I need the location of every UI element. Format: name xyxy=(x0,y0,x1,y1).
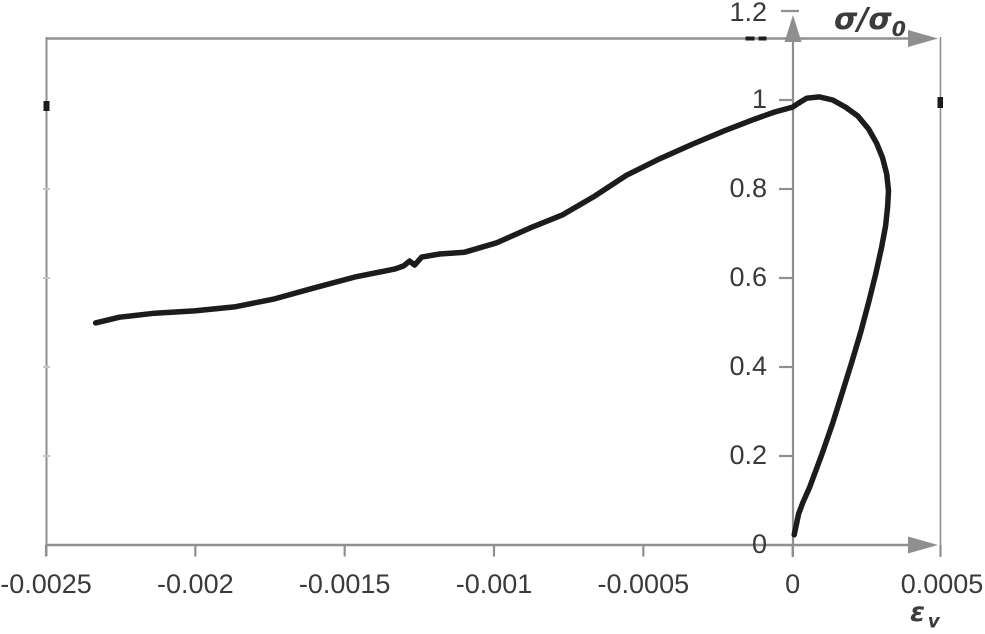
x-tick-label: -0.001 xyxy=(455,569,533,599)
data-curve xyxy=(92,94,892,538)
right-border-tick-mark xyxy=(937,97,943,108)
y-tick-label: 0.6 xyxy=(729,262,767,292)
x-tick-label: -0.0005 xyxy=(597,569,690,599)
x-axis-title-text: ε xyxy=(910,597,926,628)
left-border-tick-mark xyxy=(43,101,50,111)
x-tick-label: 0 xyxy=(785,569,801,599)
y-tick-label: 0 xyxy=(751,529,767,559)
y-axis-arrow-icon xyxy=(784,15,802,42)
y-tick-label: 0.4 xyxy=(729,351,767,381)
x-axis-arrow-icon xyxy=(908,536,938,554)
x-tick-label: -0.002 xyxy=(157,569,234,599)
x-tick-label: 0.0005 xyxy=(900,569,984,599)
y-tick-label: 0.8 xyxy=(729,173,767,203)
y-axis-title-text: σ/σ xyxy=(834,2,892,37)
x-tick-label: -0.0025 xyxy=(0,569,92,599)
y-axis-title-subscript: 0 xyxy=(891,17,906,41)
top-border-right-arrow-icon xyxy=(908,30,938,47)
y-tick-label: 0.2 xyxy=(729,440,767,470)
y-tick-label: 1 xyxy=(751,84,767,114)
x-axis-title-subscript: v xyxy=(927,611,940,633)
y-tick-label: 1.2 xyxy=(729,0,767,27)
x-tick-label: -0.0015 xyxy=(298,569,391,599)
y-axis-title: σ/σ0 xyxy=(834,2,906,41)
top-border-dash xyxy=(745,36,755,41)
top-border-dash xyxy=(758,36,767,41)
x-axis-title: ε v xyxy=(910,597,940,632)
